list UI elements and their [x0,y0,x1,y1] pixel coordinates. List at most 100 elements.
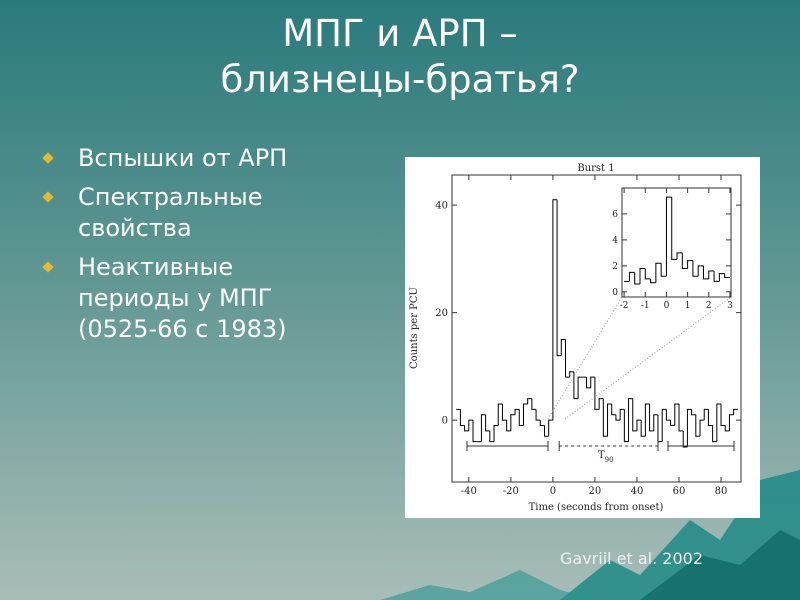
bullet: Вспышки от АРП [40,143,340,174]
histogram-step [691,409,696,416]
histogram-step [543,425,549,437]
inset-connector [564,296,732,420]
histogram-step [573,371,579,400]
histogram-step [634,272,640,285]
chart-title: Burst 1 [577,163,614,174]
plot-frame [621,187,732,298]
x-axis-label: Time (seconds from onset) [529,502,664,513]
histogram-step [644,403,650,437]
histogram-step [703,408,709,421]
histogram-step [639,267,646,285]
histogram-step [716,403,722,442]
histogram-step [724,273,730,279]
t90-label: T90 [598,450,614,464]
histogram-step [468,419,474,431]
x-tick-label: -20 [503,486,519,497]
histogram-step [720,404,726,427]
histogram-step [552,199,558,421]
histogram-step [590,376,595,388]
y-axis-label: Counts per PCU [409,287,420,369]
histogram-step [628,271,635,282]
title-line: близнецы-братья? [220,58,580,101]
bullet-text: Неактивные периоды у МПГ (0525-66 с 1983… [78,253,287,343]
bullet: Неактивные периоды у МПГ (0525-66 с 1983… [40,252,340,345]
x-tick-label: 60 [673,486,686,497]
histogram-step [728,414,734,431]
histogram-step [712,425,717,443]
histogram-step [489,430,495,443]
y-tick-label: 6 [612,210,618,220]
histogram-step [628,398,633,442]
histogram-step [674,403,679,426]
bullet-text: Вспышки от АРП [78,144,288,172]
y-tick-label: 0 [612,288,618,298]
histogram-step [506,420,511,432]
histogram-step [733,408,738,415]
histogram-step [531,398,537,410]
histogram-step [640,420,646,437]
histogram-step [518,409,524,427]
histogram-step [686,408,692,448]
title-line: МПГ и АРП – [282,12,518,55]
histogram-step [718,273,725,282]
histogram-step [594,377,600,410]
citation: Gavriil et al. 2002 [560,549,704,568]
histogram-step [501,404,507,421]
histogram-step [687,260,693,269]
histogram-step [644,268,651,280]
histogram-step [650,278,656,284]
y-tick-label: 40 [435,200,448,211]
t90-subscript: 90 [605,456,614,464]
histogram-step [615,414,621,421]
histogram-step [665,409,671,421]
histogram-step [510,414,516,431]
histogram-step [586,377,591,389]
histogram-step [607,403,612,437]
x-tick-label: -40 [461,486,477,497]
x-tick-label: 2 [706,301,712,311]
x-tick-label: 20 [589,486,602,497]
histogram-step [692,260,699,277]
histogram-step [598,398,604,410]
y-tick-label: 4 [612,236,618,246]
t90-letter: T [598,450,605,461]
histogram-step [676,252,683,260]
histogram-step [702,265,709,280]
y-tick-label: 2 [612,262,618,272]
histogram-step [548,419,553,437]
histogram-step [707,409,713,427]
histogram-step [560,339,566,356]
histogram-step [653,414,658,431]
histogram-step [611,404,616,416]
histogram-step [682,430,688,448]
histogram-step [681,252,688,269]
histogram-step [623,409,629,443]
histogram-step [649,404,654,432]
histogram-step [713,271,720,282]
histogram-step [485,414,490,432]
histogram-step [464,425,469,432]
x-tick-label: -2 [620,301,629,311]
histogram-step [695,414,701,437]
bullet-text: Спектральные свойства [78,183,263,242]
histogram-step [636,419,642,431]
histogram-step [619,408,625,421]
histogram-step [655,262,662,283]
histogram-step [697,265,704,277]
histogram-step [472,420,478,443]
x-tick-label: 80 [715,486,728,497]
histogram-step [577,376,583,399]
histogram-step [480,414,486,442]
histogram-step [497,403,503,426]
histogram-step [665,196,672,277]
histogram-step [527,398,532,405]
histogram-step [602,398,608,437]
bullet-list: Вспышки от АРП Спектральные свойства Неа… [40,143,340,353]
histogram-step [724,425,730,432]
x-tick-label: 1 [685,301,691,311]
histogram-step [535,409,541,421]
histogram-step [660,263,667,277]
histogram-step [522,403,528,426]
